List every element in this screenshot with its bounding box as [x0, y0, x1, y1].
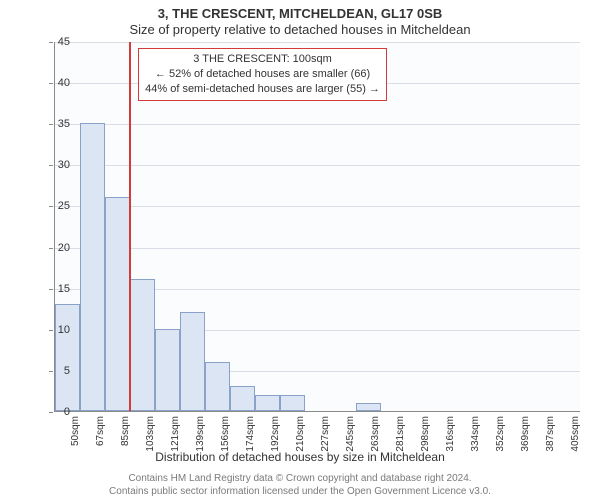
attribution-text: Contains HM Land Registry data © Crown c… — [0, 472, 600, 498]
x-tick-label: 121sqm — [170, 416, 181, 456]
x-tick-label: 369sqm — [520, 416, 531, 456]
gridline — [55, 206, 580, 207]
x-tick-label: 263sqm — [370, 416, 381, 456]
x-tick-label: 139sqm — [195, 416, 206, 456]
y-tick-mark — [49, 289, 53, 290]
gridline — [55, 248, 580, 249]
plot-area: 3 THE CRESCENT: 100sqm← 52% of detached … — [54, 42, 580, 412]
y-tick-label: 40 — [50, 77, 70, 89]
y-tick-mark — [49, 165, 53, 166]
histogram-bar — [280, 395, 305, 411]
chart-container: 3, THE CRESCENT, MITCHELDEAN, GL17 0SB S… — [0, 0, 600, 500]
x-tick-label: 50sqm — [70, 416, 81, 456]
annotation-line: 44% of semi-detached houses are larger (… — [145, 82, 380, 97]
x-tick-label: 103sqm — [145, 416, 156, 456]
annotation-box: 3 THE CRESCENT: 100sqm← 52% of detached … — [138, 48, 387, 101]
histogram-bar — [55, 304, 80, 411]
chart-title-line2: Size of property relative to detached ho… — [0, 22, 600, 37]
histogram-bar — [155, 329, 180, 411]
histogram-bar — [180, 312, 205, 411]
x-tick-label: 85sqm — [120, 416, 131, 456]
y-tick-label: 30 — [50, 159, 70, 171]
gridline — [55, 42, 580, 43]
histogram-bar — [230, 386, 255, 411]
y-tick-mark — [49, 83, 53, 84]
y-tick-mark — [49, 412, 53, 413]
x-tick-label: 334sqm — [470, 416, 481, 456]
gridline — [55, 124, 580, 125]
y-tick-label: 45 — [50, 36, 70, 48]
histogram-bar — [105, 197, 130, 411]
x-tick-label: 316sqm — [445, 416, 456, 456]
y-tick-label: 0 — [50, 406, 70, 418]
gridline — [55, 165, 580, 166]
x-tick-label: 387sqm — [545, 416, 556, 456]
x-tick-label: 192sqm — [270, 416, 281, 456]
y-tick-mark — [49, 42, 53, 43]
x-tick-label: 298sqm — [420, 416, 431, 456]
y-tick-mark — [49, 330, 53, 331]
attribution-line1: Contains HM Land Registry data © Crown c… — [128, 473, 471, 484]
x-tick-label: 227sqm — [320, 416, 331, 456]
y-tick-label: 25 — [50, 200, 70, 212]
y-tick-mark — [49, 206, 53, 207]
histogram-bar — [255, 395, 280, 411]
x-tick-label: 245sqm — [345, 416, 356, 456]
y-tick-label: 15 — [50, 283, 70, 295]
x-tick-label: 281sqm — [395, 416, 406, 456]
histogram-bar — [130, 279, 155, 411]
y-tick-label: 5 — [50, 365, 70, 377]
annotation-line: ← 52% of detached houses are smaller (66… — [145, 67, 380, 82]
x-tick-label: 156sqm — [220, 416, 231, 456]
histogram-bar — [356, 403, 381, 411]
attribution-line2: Contains public sector information licen… — [109, 486, 491, 497]
y-tick-mark — [49, 124, 53, 125]
x-tick-label: 210sqm — [295, 416, 306, 456]
chart-title-line1: 3, THE CRESCENT, MITCHELDEAN, GL17 0SB — [0, 6, 600, 21]
x-tick-label: 174sqm — [245, 416, 256, 456]
x-tick-label: 67sqm — [95, 416, 106, 456]
annotation-line: 3 THE CRESCENT: 100sqm — [145, 52, 380, 67]
reference-line — [129, 42, 131, 411]
x-tick-label: 352sqm — [495, 416, 506, 456]
y-tick-mark — [49, 371, 53, 372]
y-tick-label: 35 — [50, 118, 70, 130]
x-tick-label: 405sqm — [570, 416, 581, 456]
y-tick-mark — [49, 248, 53, 249]
histogram-bar — [80, 123, 105, 411]
histogram-bar — [205, 362, 230, 411]
y-tick-label: 10 — [50, 324, 70, 336]
y-tick-label: 20 — [50, 242, 70, 254]
